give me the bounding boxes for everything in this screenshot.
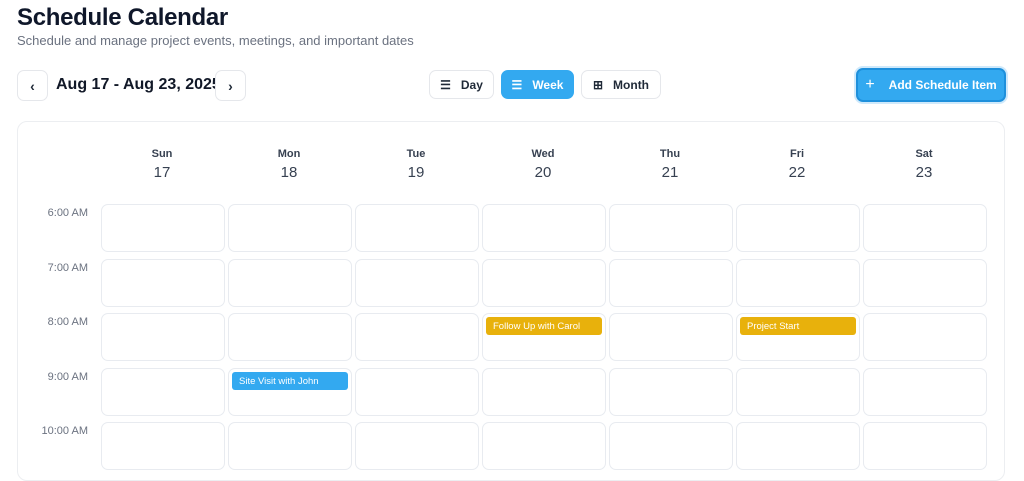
view-week-button[interactable]: ☰ Week <box>501 70 574 99</box>
day-name: Mon <box>277 148 301 160</box>
day-date: 20 <box>534 164 552 181</box>
time-slot[interactable] <box>482 422 606 470</box>
view-week-label: Week <box>532 77 564 92</box>
day-date: 17 <box>153 164 171 181</box>
day-name: Sun <box>151 148 173 160</box>
day-date: 22 <box>788 164 806 181</box>
time-slot[interactable] <box>482 258 606 307</box>
grid-icon: ⊞ <box>592 77 604 92</box>
chevron-left-icon: ‹ <box>30 77 35 94</box>
time-slot[interactable] <box>355 367 479 416</box>
page-subtitle: Schedule and manage project events, meet… <box>17 33 414 48</box>
list-icon: ☰ <box>511 77 523 92</box>
calendar-event[interactable]: Site Visit with John <box>232 371 348 390</box>
chevron-right-icon: › <box>228 77 233 94</box>
time-slot[interactable] <box>736 204 860 252</box>
time-slot[interactable] <box>863 422 987 470</box>
time-slot[interactable] <box>482 204 606 252</box>
day-header: Mon 18 <box>227 148 351 181</box>
time-slot[interactable] <box>482 367 606 416</box>
time-slot[interactable] <box>609 367 733 416</box>
day-name: Fri <box>789 148 805 160</box>
prev-week-button[interactable]: ‹ <box>17 70 48 101</box>
calendar-event[interactable]: Project Start <box>740 317 856 335</box>
add-schedule-item-label: Add Schedule Item <box>888 78 997 92</box>
time-slot[interactable] <box>609 204 733 252</box>
day-header: Tue 19 <box>354 148 478 181</box>
day-header: Sun 17 <box>100 148 224 181</box>
view-day-label: Day <box>460 77 483 92</box>
page-title: Schedule Calendar <box>17 4 228 31</box>
day-date: 18 <box>280 164 298 181</box>
time-slot[interactable] <box>736 422 860 470</box>
day-date: 23 <box>915 164 933 181</box>
time-slot[interactable] <box>736 367 860 416</box>
time-slot[interactable] <box>863 258 987 307</box>
time-slot[interactable] <box>355 258 479 307</box>
plus-icon: + <box>865 76 875 93</box>
day-name: Sat <box>915 148 933 160</box>
time-label: 6:00 AM <box>47 207 88 219</box>
time-slot[interactable] <box>863 313 987 361</box>
day-name: Thu <box>659 148 681 160</box>
day-date: 21 <box>661 164 679 181</box>
time-label: 7:00 AM <box>47 261 88 274</box>
time-slot[interactable] <box>101 367 225 416</box>
calendar-event[interactable]: Follow Up with Carol <box>486 317 602 335</box>
time-slot[interactable] <box>228 204 352 252</box>
time-label: 10:00 AM <box>41 425 88 437</box>
day-name: Tue <box>406 148 426 160</box>
time-slot[interactable] <box>355 422 479 470</box>
time-label: 9:00 AM <box>47 370 88 383</box>
time-slot[interactable] <box>863 367 987 416</box>
time-slot[interactable] <box>609 422 733 470</box>
time-slot[interactable] <box>609 313 733 361</box>
next-week-button[interactable]: › <box>215 70 246 101</box>
day-header: Fri 22 <box>735 148 859 181</box>
day-header: Sat 23 <box>862 148 986 181</box>
time-slot[interactable] <box>355 204 479 252</box>
day-name: Wed <box>531 148 555 160</box>
time-slot[interactable] <box>228 313 352 361</box>
day-header: Wed 20 <box>481 148 605 181</box>
time-slot[interactable] <box>863 204 987 252</box>
list-icon: ☰ <box>440 77 451 92</box>
day-header: Thu 21 <box>608 148 732 181</box>
time-label: 8:00 AM <box>47 316 88 328</box>
time-slot[interactable] <box>736 258 860 307</box>
time-slot[interactable] <box>101 422 225 470</box>
view-month-button[interactable]: ⊞ Month <box>581 70 661 99</box>
time-slot[interactable] <box>228 422 352 470</box>
time-slot[interactable] <box>355 313 479 361</box>
date-range: Aug 17 - Aug 23, 2025 <box>56 76 221 93</box>
add-schedule-item-button[interactable]: + Add Schedule Item <box>856 68 1006 102</box>
view-day-button[interactable]: ☰ Day <box>429 70 494 99</box>
time-slot[interactable] <box>101 204 225 252</box>
time-slot[interactable] <box>609 258 733 307</box>
view-month-label: Month <box>613 77 650 92</box>
time-slot[interactable] <box>228 258 352 307</box>
day-date: 19 <box>407 164 425 181</box>
time-slot[interactable] <box>101 258 225 307</box>
time-slot[interactable] <box>101 313 225 361</box>
